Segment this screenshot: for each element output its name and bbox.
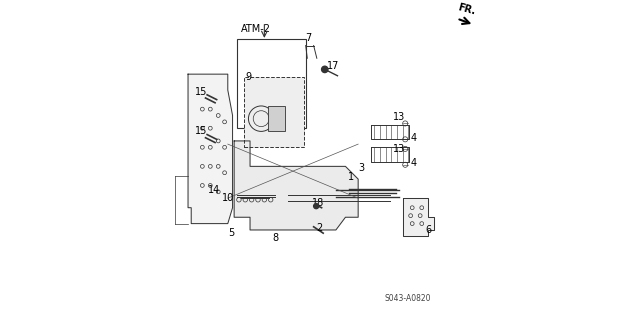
Bar [268,106,285,131]
Text: 9: 9 [245,72,252,82]
Text: 10: 10 [221,193,234,203]
Text: 15: 15 [195,87,207,97]
Text: 17: 17 [326,61,339,71]
Text: 3: 3 [358,163,364,173]
Bar [237,39,306,128]
Text: FR.: FR. [457,2,477,16]
Text: 4: 4 [411,158,417,168]
Text: S043-A0820: S043-A0820 [385,294,431,303]
Text: 5: 5 [228,228,234,238]
Polygon shape [188,74,232,224]
Text: 13: 13 [394,112,406,122]
Text: 13: 13 [394,144,406,154]
Text: 15: 15 [195,126,207,137]
Text: 1: 1 [348,173,354,182]
Text: 8: 8 [273,233,278,243]
Text: 7: 7 [305,33,311,42]
Polygon shape [234,141,358,230]
Circle shape [314,204,319,209]
Text: 18: 18 [312,198,324,208]
Text: 6: 6 [425,225,431,235]
Text: 2: 2 [316,223,323,234]
Circle shape [321,66,328,72]
Text: ATM-2: ATM-2 [241,25,271,34]
Bar [244,77,304,147]
Polygon shape [403,198,435,236]
Text: 14: 14 [208,185,221,195]
Text: 4: 4 [411,133,417,143]
